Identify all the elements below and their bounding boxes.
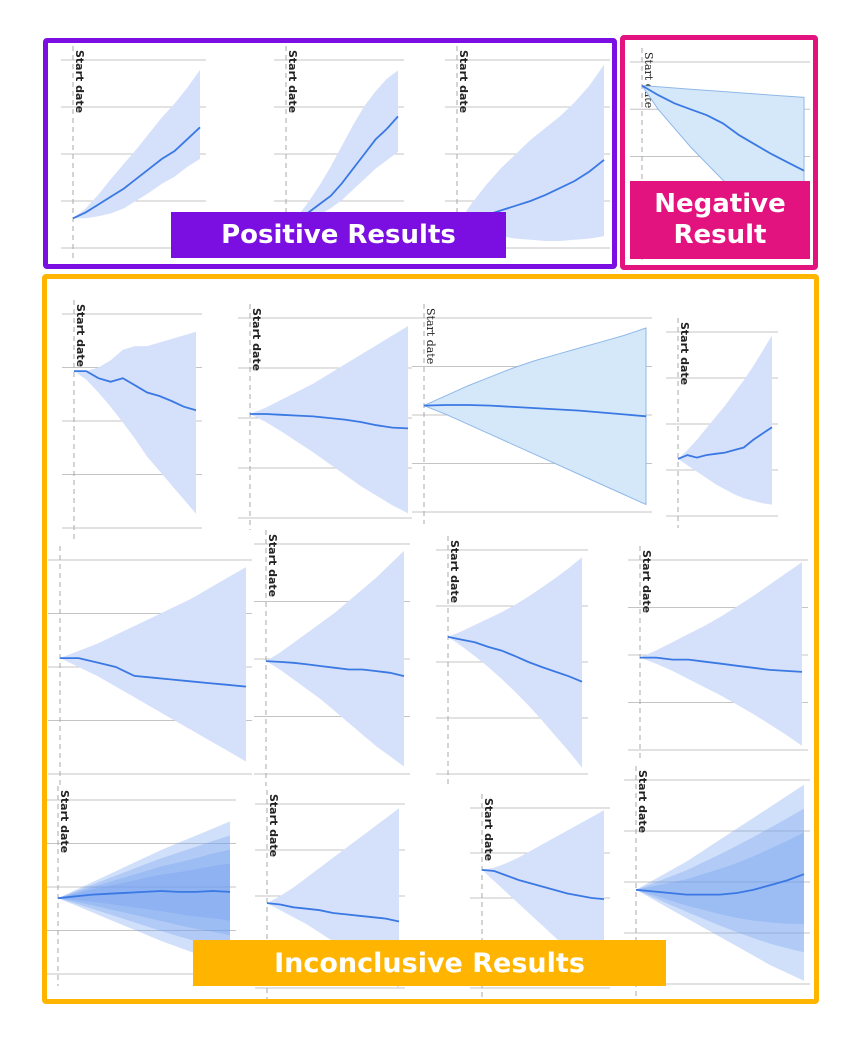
chart-inconclusive-7: Start date: [436, 536, 588, 786]
chart-svg: Start date: [62, 300, 202, 540]
trend-line: [635, 873, 805, 896]
chart-inconclusive-8: Start date: [628, 546, 808, 762]
positive-results-label: Positive Results: [171, 212, 506, 258]
start-date-label: Start date: [250, 308, 263, 371]
start-date-label: Start date: [640, 550, 653, 613]
chart-svg: Start date: [666, 318, 778, 528]
confidence-band: [73, 69, 200, 219]
trend-line: [57, 890, 231, 900]
start-date-label: Start date: [457, 50, 470, 113]
trend-line: [677, 426, 773, 460]
confidence-band: [286, 70, 398, 228]
confidence-band: [482, 810, 604, 983]
trend-line: [640, 656, 803, 673]
positive-results-text: Positive Results: [221, 220, 456, 250]
chart-inconclusive-9: Start date: [46, 786, 236, 986]
trend-line: [60, 657, 247, 688]
confidence-band: [636, 808, 804, 953]
chart-svg: Start date: [412, 304, 652, 524]
start-date-label: Start date: [266, 534, 279, 597]
confidence-band: [457, 64, 604, 241]
negative-result-label: Negative Result: [630, 181, 810, 259]
chart-svg: Start date: [61, 46, 206, 260]
negative-result-text-line1: Negative: [654, 188, 786, 219]
start-date-label: Start date: [424, 308, 437, 364]
trend-line: [250, 413, 409, 430]
chart-inconclusive-4: Start date: [666, 318, 778, 528]
trend-line: [74, 370, 197, 412]
negative-result-text-line2: Result: [673, 220, 767, 250]
inconclusive-results-text: Inconclusive Results: [274, 947, 585, 979]
confidence-band: [640, 562, 802, 746]
start-date-label: Start date: [73, 50, 86, 113]
confidence-band: [74, 331, 196, 514]
confidence-band: [448, 557, 582, 768]
chart-positive-1: Start date: [61, 46, 206, 260]
chart-svg: Start date: [254, 530, 410, 786]
start-date-label: Start date: [678, 322, 691, 385]
trend-line: [266, 902, 400, 923]
start-date-label: Start date: [74, 304, 87, 367]
chart-svg: Start date: [238, 304, 414, 530]
start-date-label: Start date: [482, 798, 495, 861]
confidence-band: [422, 327, 647, 506]
confidence-band: [636, 784, 804, 981]
chart-inconclusive-5: [48, 546, 252, 786]
chart-svg: [48, 546, 252, 786]
confidence-band: [636, 832, 804, 924]
trend-line: [72, 126, 201, 220]
chart-inconclusive-2: Start date: [238, 304, 414, 530]
chart-positive-3: Start date: [445, 46, 610, 260]
start-date-label: Start date: [448, 540, 461, 603]
start-date-label: Start date: [636, 770, 649, 833]
confidence-band: [60, 567, 246, 762]
trend-line: [265, 660, 405, 677]
chart-inconclusive-3: Start date: [412, 304, 652, 524]
trend-line: [481, 869, 605, 900]
start-date-label: Start date: [286, 50, 299, 113]
chart-svg: Start date: [46, 786, 236, 986]
chart-svg: Start date: [628, 546, 808, 762]
trend-line: [641, 84, 805, 172]
confidence-band: [266, 550, 404, 767]
chart-inconclusive-6: Start date: [254, 530, 410, 786]
inconclusive-results-label: Inconclusive Results: [193, 940, 666, 986]
chart-svg: Start date: [624, 766, 810, 996]
chart-svg: Start date: [436, 536, 588, 786]
trend-line: [423, 404, 647, 418]
trend-line: [447, 636, 583, 683]
start-date-label: Start date: [267, 794, 280, 857]
confidence-band: [250, 326, 408, 514]
chart-inconclusive-1: Start date: [62, 300, 202, 540]
start-date-label: Start date: [58, 790, 71, 853]
confidence-band: [678, 335, 772, 505]
